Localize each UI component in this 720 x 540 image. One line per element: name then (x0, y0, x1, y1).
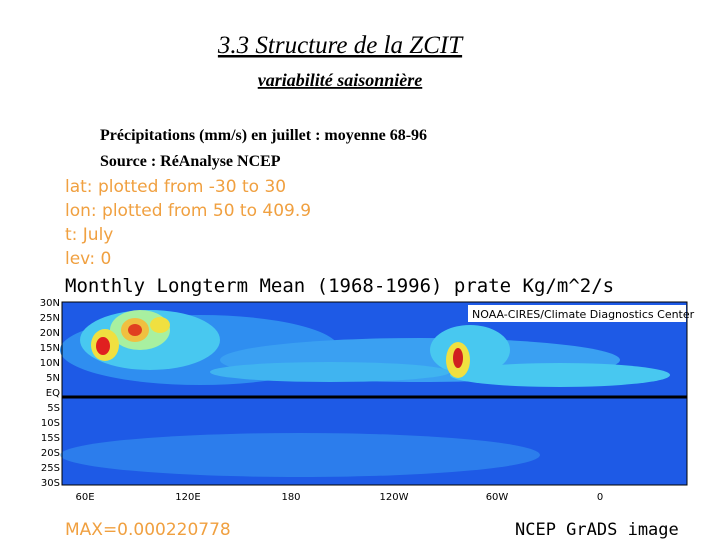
rain-area (210, 362, 450, 382)
lat-label: 10S (41, 418, 60, 429)
lat-label: 20N (40, 328, 60, 339)
info-line: lon: plotted from 50 to 409.9 (65, 201, 311, 221)
lon-label: 60E (75, 492, 94, 503)
lat-label: 15S (41, 433, 60, 444)
lat-label: 30N (40, 298, 60, 309)
rain-area (150, 317, 170, 333)
credit-box (468, 305, 686, 322)
info-line: lev: 0 (65, 249, 111, 269)
lat-label: EQ (46, 388, 60, 399)
lat-label: 25N (40, 313, 60, 324)
rain-area (60, 433, 540, 477)
lat-label: 10N (40, 358, 60, 369)
rain-area (128, 324, 142, 336)
lon-label: 120W (380, 492, 409, 503)
lon-label: 60W (486, 492, 509, 503)
lon-label: 0 (597, 492, 603, 503)
lon-labels: 60E 120E 180 120W 60W 0 (75, 492, 603, 503)
lat-labels: 30N 25N 20N 15N 10N 5N EQ 5S 10S 15S 20S 25S 30S (40, 298, 60, 489)
lat-label: 5S (47, 403, 60, 414)
lat-label: 25S (41, 463, 60, 474)
info-line: t: July (65, 225, 113, 245)
subtitle: variabilité saisonnière (258, 70, 423, 90)
lat-label: 15N (40, 343, 60, 354)
max-text: MAX=0.000220778 (65, 520, 231, 540)
rain-area (453, 348, 463, 368)
info-line: lat: plotted from -30 to 30 (65, 177, 286, 197)
lon-label: 180 (281, 492, 300, 503)
title: 3.3 Structure de la ZCIT (217, 32, 464, 59)
map: NOAA-CIRES/Climate Diagnostics Center (60, 301, 695, 486)
footer: NCEP GrADS image (515, 520, 679, 540)
map-frame (61, 301, 688, 486)
caption-line: Source : RéAnalyse NCEP (100, 153, 281, 170)
plot-title: Monthly Longterm Mean (1968-1996) prate … (65, 275, 614, 297)
lat-label: 5N (46, 373, 60, 384)
lat-label: 30S (41, 478, 60, 489)
grads-info: lat: plotted from -30 to 30 lon: plotted … (65, 177, 311, 269)
lon-label: 120E (175, 492, 200, 503)
rain-area (450, 363, 670, 387)
lat-label: 20S (41, 448, 60, 459)
rain-area (96, 337, 110, 355)
caption-line: Précipitations (mm/s) en juillet : moyen… (100, 127, 427, 144)
credit: NOAA-CIRES/Climate Diagnostics Center (472, 308, 695, 321)
